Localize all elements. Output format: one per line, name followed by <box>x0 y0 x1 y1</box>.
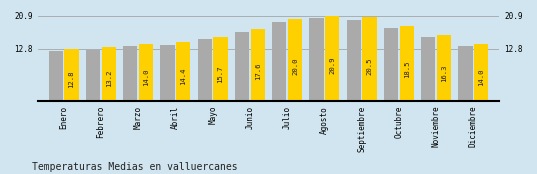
Bar <box>176 42 190 101</box>
Text: 17.6: 17.6 <box>255 62 260 80</box>
Bar <box>272 22 286 101</box>
Bar <box>213 37 228 101</box>
Text: 12.8: 12.8 <box>69 70 75 88</box>
Text: Temperaturas Medias en valluercanes: Temperaturas Medias en valluercanes <box>32 162 238 172</box>
Bar <box>124 46 137 101</box>
Bar <box>101 47 116 101</box>
Text: 13.2: 13.2 <box>106 70 112 87</box>
Bar <box>235 32 249 101</box>
Bar <box>474 44 488 101</box>
Bar <box>139 44 153 101</box>
Bar <box>288 19 302 101</box>
Bar <box>251 29 265 101</box>
Bar <box>64 49 78 101</box>
Bar <box>400 26 413 101</box>
Text: 14.4: 14.4 <box>180 68 186 85</box>
Bar <box>198 39 212 101</box>
Bar <box>309 18 324 101</box>
Bar <box>325 16 339 101</box>
Text: 18.5: 18.5 <box>404 61 410 78</box>
Text: 20.9: 20.9 <box>329 56 335 74</box>
Bar <box>161 45 175 101</box>
Bar <box>86 50 100 101</box>
Text: 20.0: 20.0 <box>292 58 298 76</box>
Bar <box>437 35 451 101</box>
Bar <box>347 20 361 101</box>
Text: 20.5: 20.5 <box>366 57 373 75</box>
Bar <box>49 51 63 101</box>
Bar <box>459 46 473 101</box>
Bar <box>362 17 376 101</box>
Bar <box>384 28 398 101</box>
Text: 16.3: 16.3 <box>441 64 447 82</box>
Text: 14.0: 14.0 <box>478 68 484 86</box>
Bar <box>421 37 436 101</box>
Text: 15.7: 15.7 <box>217 65 223 83</box>
Text: 14.0: 14.0 <box>143 68 149 86</box>
